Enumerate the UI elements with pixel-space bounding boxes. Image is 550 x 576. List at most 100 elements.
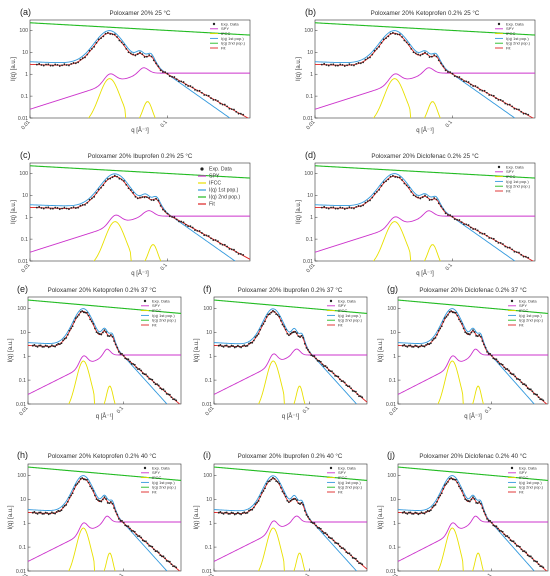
data-point bbox=[501, 363, 504, 366]
data-point bbox=[515, 108, 518, 111]
data-point bbox=[497, 360, 499, 363]
data-point bbox=[492, 524, 495, 527]
data-point bbox=[428, 510, 431, 513]
data-point bbox=[205, 94, 208, 97]
data-point bbox=[222, 345, 225, 348]
data-point bbox=[346, 207, 348, 210]
data-point bbox=[473, 498, 476, 500]
data-point bbox=[460, 221, 463, 224]
panel-title: Poloxamer 20% Diclofenac 0.2% 37 °C bbox=[419, 287, 527, 294]
data-point bbox=[65, 503, 68, 506]
series-pop1-line bbox=[214, 308, 358, 404]
data-point bbox=[489, 519, 492, 522]
data-point bbox=[481, 507, 484, 509]
data-point bbox=[527, 256, 530, 259]
data-point bbox=[529, 555, 532, 558]
data-point bbox=[270, 478, 273, 481]
data-point bbox=[207, 235, 210, 237]
data-point bbox=[166, 212, 169, 215]
data-point bbox=[520, 548, 523, 551]
data-point bbox=[102, 184, 105, 187]
data-point bbox=[229, 513, 231, 515]
data-point bbox=[359, 205, 362, 208]
y-tick-label: 10 bbox=[307, 193, 313, 199]
data-point bbox=[94, 327, 96, 330]
data-point bbox=[217, 240, 219, 243]
data-point bbox=[488, 237, 491, 239]
data-point bbox=[458, 219, 461, 221]
data-point bbox=[454, 478, 457, 481]
data-point bbox=[464, 331, 467, 334]
data-point bbox=[223, 103, 226, 106]
data-point bbox=[513, 107, 516, 110]
legend-entry: IFCC bbox=[152, 475, 161, 480]
data-point bbox=[105, 331, 107, 333]
data-point bbox=[125, 358, 128, 360]
data-point bbox=[97, 332, 100, 335]
data-point bbox=[229, 346, 231, 348]
data-point bbox=[515, 251, 518, 254]
data-point bbox=[468, 333, 471, 336]
data-point bbox=[65, 207, 68, 210]
series-pop2-line bbox=[214, 299, 367, 314]
data-point bbox=[54, 512, 56, 515]
y-tick-label: 100 bbox=[387, 473, 396, 479]
data-point bbox=[222, 512, 225, 515]
data-point bbox=[65, 64, 68, 66]
data-point bbox=[361, 563, 364, 566]
y-axis-label: I(q) [a.u.] bbox=[378, 505, 384, 529]
data-point bbox=[411, 345, 413, 348]
legend-entry: I(q) 1st pop.) bbox=[519, 313, 542, 318]
data-point bbox=[230, 511, 233, 514]
data-point bbox=[443, 484, 446, 487]
data-point bbox=[448, 477, 451, 480]
legend-entry: IFCC bbox=[519, 308, 528, 313]
data-point bbox=[260, 325, 263, 327]
data-point bbox=[224, 344, 227, 347]
data-point bbox=[454, 311, 457, 314]
series-fit-line bbox=[398, 478, 548, 571]
data-point bbox=[267, 480, 270, 483]
data-point bbox=[417, 53, 420, 56]
data-point bbox=[526, 554, 529, 557]
data-point bbox=[138, 368, 141, 370]
data-point bbox=[135, 533, 138, 536]
data-point bbox=[194, 229, 196, 231]
data-point bbox=[414, 344, 417, 347]
data-point bbox=[228, 107, 231, 110]
data-point bbox=[294, 497, 297, 500]
data-point bbox=[434, 336, 437, 339]
legend-entry: IFCC bbox=[506, 174, 515, 179]
data-point bbox=[447, 314, 449, 316]
data-point bbox=[513, 250, 516, 253]
data-point bbox=[275, 480, 278, 483]
legend-marker bbox=[510, 466, 514, 470]
data-point bbox=[189, 225, 192, 228]
data-point bbox=[315, 357, 317, 360]
data-point bbox=[385, 37, 387, 40]
data-point bbox=[351, 389, 354, 392]
data-point bbox=[162, 555, 165, 558]
data-point bbox=[171, 216, 173, 218]
data-point bbox=[74, 317, 77, 320]
data-point bbox=[120, 178, 123, 181]
data-point bbox=[359, 395, 362, 398]
data-point bbox=[424, 194, 426, 197]
data-point bbox=[310, 354, 313, 357]
data-point bbox=[221, 103, 224, 106]
data-point bbox=[442, 65, 445, 68]
y-tick-label: 10 bbox=[206, 497, 212, 503]
series-ifcc-line bbox=[437, 360, 484, 404]
legend-entry: Exp. Data bbox=[209, 166, 232, 172]
data-point bbox=[325, 207, 328, 209]
data-point bbox=[259, 495, 262, 498]
legend-entry: I(q) 2nd pop.) bbox=[506, 184, 531, 189]
x-tick-label: 0.01 bbox=[20, 262, 31, 274]
data-point bbox=[417, 346, 420, 349]
legend-entry: Exp. Data bbox=[519, 298, 537, 303]
data-point bbox=[481, 340, 484, 342]
data-point bbox=[135, 366, 138, 369]
data-point bbox=[417, 513, 420, 516]
x-tick-label: 0.1 bbox=[160, 119, 169, 128]
data-point bbox=[262, 490, 265, 492]
